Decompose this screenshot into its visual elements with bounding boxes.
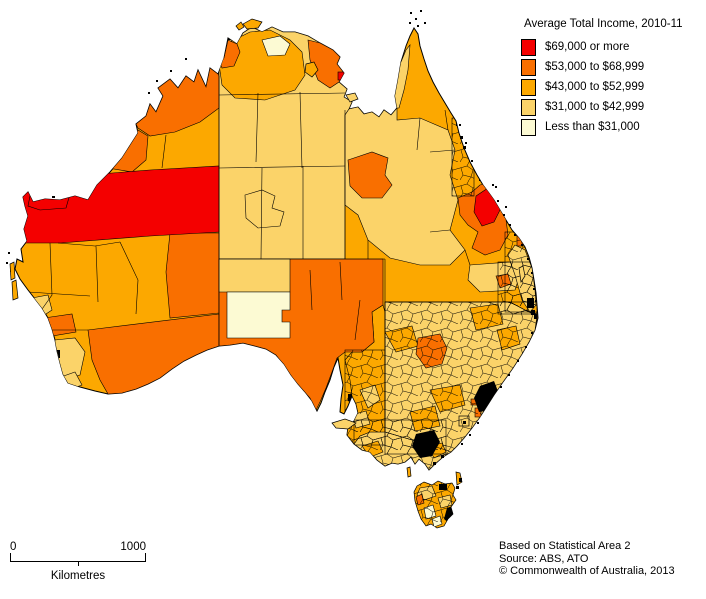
legend-item-label: $31,000 to $42,999	[545, 101, 645, 113]
attribution-line-basis: Based on Statistical Area 2	[499, 540, 631, 552]
legend-item-label: $53,000 to $68,999	[545, 61, 645, 73]
attribution: Based on Statistical Area 2 Source: ABS,…	[499, 540, 675, 578]
scale-unit-label: Kilometres	[50, 570, 106, 582]
legend-item-label: $69,000 or more	[545, 41, 630, 53]
legend-item: $53,000 to $68,999	[521, 57, 683, 77]
legend-swatch-31k-43k	[521, 98, 536, 116]
legend-item: Less than $31,000	[521, 117, 683, 137]
coastal-town-specks	[6, 10, 537, 465]
legend-item-label: $43,000 to $52,999	[545, 81, 645, 93]
legend-swatch-under-31k	[521, 118, 536, 136]
attribution-line-source: Source: ABS, ATO	[499, 552, 589, 565]
legend-item: $43,000 to $52,999	[521, 77, 683, 97]
attribution-line-copyright: © Commonwealth of Australia, 2013	[499, 565, 675, 577]
offshore-islands	[9, 18, 526, 489]
legend-swatch-53k-69k	[521, 58, 536, 76]
legend-item: $69,000 or more	[521, 37, 683, 57]
legend-item: $31,000 to $42,999	[521, 97, 683, 117]
act-outline	[458, 415, 470, 427]
legend: Average Total Income, 2010-11 $69,000 or…	[521, 18, 683, 137]
legend-swatch-43k-53k	[521, 78, 536, 96]
legend-item-label: Less than $31,000	[545, 121, 640, 133]
scale-start-label: 0	[10, 541, 17, 553]
income-class-under-31k-regions	[226, 35, 291, 339]
legend-title: Average Total Income, 2010-11	[524, 18, 683, 30]
sa2-boundary-lines	[27, 76, 538, 451]
scale-end-label: 1000	[120, 541, 146, 553]
scale-tick-right	[145, 553, 146, 561]
scale-bar-line	[10, 553, 146, 566]
scale-tick-left	[10, 553, 11, 561]
scale-tick-mid	[78, 561, 79, 566]
scale-bar: 0 1000 Kilometres	[10, 541, 146, 582]
legend-swatch-69k-plus	[521, 38, 536, 56]
